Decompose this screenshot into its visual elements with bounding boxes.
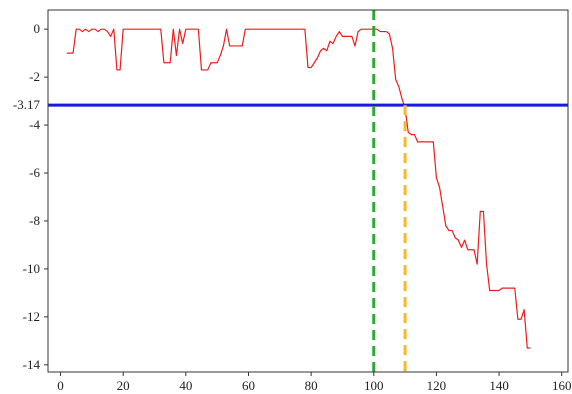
x-tick-label: 20 xyxy=(117,378,130,393)
y-tick-label: -2 xyxy=(29,69,40,84)
y-tick-label: -4 xyxy=(29,117,40,132)
x-tick-label: 80 xyxy=(305,378,318,393)
x-tick-label: 0 xyxy=(57,378,64,393)
y-tick-label: -8 xyxy=(29,213,40,228)
x-tick-label: 60 xyxy=(242,378,255,393)
series-layer xyxy=(66,28,531,349)
series-line-0 xyxy=(66,28,531,349)
x-tick-label: 160 xyxy=(552,378,572,393)
threshold-label: -3.17 xyxy=(13,97,41,112)
y-tick-label: -10 xyxy=(23,261,40,276)
x-axis: 0 20 40 60 80 100 120 140 160 xyxy=(57,372,571,393)
x-tick-label: 100 xyxy=(364,378,384,393)
plot-frame xyxy=(47,9,569,373)
y-tick-label: -14 xyxy=(23,357,41,372)
annotation-layer xyxy=(48,10,568,372)
y-tick-label: 0 xyxy=(34,21,41,36)
x-tick-label: 140 xyxy=(489,378,509,393)
x-tick-label: 120 xyxy=(427,378,447,393)
y-tick-label: -6 xyxy=(29,165,40,180)
y-axis: 0 -2 -4 -6 -8 -10 -12 -14 xyxy=(23,21,48,372)
x-tick-label: 40 xyxy=(179,378,192,393)
y-tick-label: -12 xyxy=(23,309,40,324)
